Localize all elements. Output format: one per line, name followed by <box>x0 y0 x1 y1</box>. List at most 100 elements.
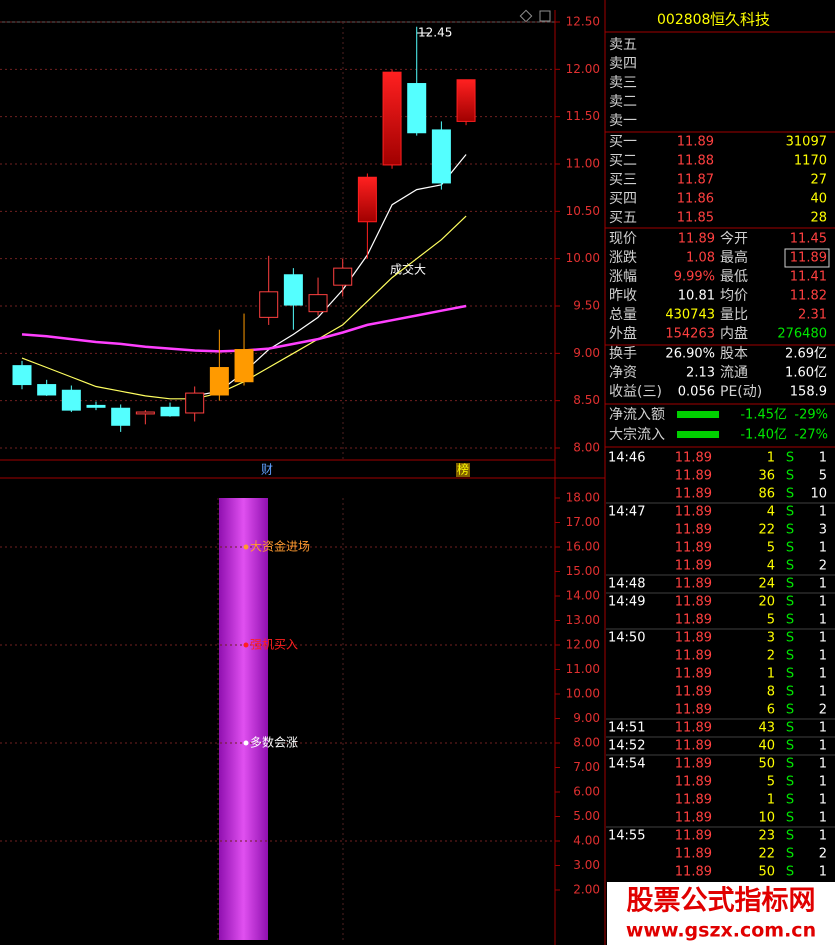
chart-icon[interactable] <box>519 9 533 23</box>
candle-body <box>37 384 57 396</box>
flow-label: 净流入额 <box>609 407 665 423</box>
trade-count: 2 <box>819 559 827 574</box>
trade-price: 11.89 <box>675 541 712 556</box>
trade-price: 11.89 <box>675 847 712 862</box>
trade-side: S <box>786 739 794 754</box>
trade-count: 3 <box>819 523 827 538</box>
y-tick-label: 6.00 <box>573 785 600 799</box>
trade-side: S <box>786 505 794 520</box>
trade-volume: 50 <box>758 757 775 772</box>
candle-body <box>407 83 427 134</box>
stat-value: 11.45 <box>790 232 827 247</box>
trade-side: S <box>786 613 794 628</box>
candle-body <box>12 365 32 386</box>
stat-label: 今开 <box>720 231 748 247</box>
stat-label: 涨跌 <box>609 250 637 266</box>
trade-time: 14:55 <box>608 829 645 844</box>
candle-body <box>259 291 279 318</box>
stat-label: 外盘 <box>609 325 637 342</box>
flow-bar <box>677 411 719 418</box>
fund-label: 流通 <box>720 365 748 381</box>
fund-value: 2.13 <box>686 366 715 381</box>
trade-count: 1 <box>819 649 827 664</box>
trade-price: 11.89 <box>675 523 712 538</box>
stat-value: 9.99% <box>674 270 715 285</box>
y-tick-label: 8.00 <box>573 736 600 750</box>
stock-name: 恒久科技 <box>710 11 770 29</box>
trade-side: S <box>786 451 794 466</box>
trade-count: 1 <box>819 811 827 826</box>
stat-value: 430743 <box>665 308 715 323</box>
trade-price: 11.89 <box>675 865 712 880</box>
candle-body <box>357 176 377 223</box>
fund-label: 股本 <box>720 346 748 362</box>
trade-count: 5 <box>819 469 827 484</box>
stat-label: 昨收 <box>609 288 637 304</box>
trade-side: S <box>786 811 794 826</box>
chart-icon[interactable] <box>539 10 551 22</box>
trade-price: 11.89 <box>675 451 712 466</box>
candle-body <box>86 404 106 408</box>
trade-price: 11.89 <box>675 739 712 754</box>
trade-count: 1 <box>819 613 827 628</box>
y-tick-label: 14.00 <box>566 589 600 603</box>
trade-price: 11.89 <box>675 487 712 502</box>
bid-price: 11.86 <box>677 192 714 207</box>
trade-side: S <box>786 595 794 610</box>
high-label: 12.45 <box>418 26 452 40</box>
trade-volume: 5 <box>767 775 775 790</box>
y-tick-label: 10.50 <box>566 204 600 218</box>
flow-label: 大宗流入 <box>609 427 665 443</box>
event-marker[interactable]: 榜 <box>457 462 469 477</box>
trade-count: 1 <box>819 595 827 610</box>
fund-value: 2.69亿 <box>785 347 827 362</box>
trade-price: 11.89 <box>675 559 712 574</box>
trade-time: 14:48 <box>608 577 645 592</box>
trade-price: 11.89 <box>675 667 712 682</box>
chart-note: 成交大 <box>390 262 426 277</box>
fund-label: 收益(三) <box>609 384 662 400</box>
trade-time: 14:49 <box>608 595 645 610</box>
trade-volume: 5 <box>767 541 775 556</box>
trade-count: 1 <box>819 631 827 646</box>
trade-volume: 6 <box>767 703 775 718</box>
y-tick-label: 3.00 <box>573 858 600 872</box>
candle-body <box>382 71 402 166</box>
y-tick-label: 8.00 <box>573 441 600 455</box>
trade-price: 11.89 <box>675 613 712 628</box>
trade-volume: 40 <box>758 739 775 754</box>
candle-body <box>234 349 254 383</box>
bid-volume: 27 <box>810 173 827 188</box>
trade-volume: 20 <box>758 595 775 610</box>
trade-side: S <box>786 757 794 772</box>
stat-value: 11.89 <box>678 232 715 247</box>
y-tick-label: 18.00 <box>566 491 600 505</box>
candle-body <box>209 367 229 396</box>
signal-label: 强机买入 <box>250 638 298 652</box>
y-tick-label: 12.00 <box>566 638 600 652</box>
bid-price: 11.88 <box>677 154 714 169</box>
trade-volume: 1 <box>767 667 775 682</box>
event-marker[interactable]: 财 <box>261 463 273 477</box>
bid-price: 11.89 <box>677 135 714 150</box>
bid-volume: 1170 <box>794 154 827 169</box>
stat-label: 总量 <box>609 307 637 323</box>
trade-count: 2 <box>819 847 827 862</box>
y-tick-label: 7.00 <box>573 760 600 774</box>
trade-volume: 24 <box>758 577 775 592</box>
trade-price: 11.89 <box>675 775 712 790</box>
bid-volume: 31097 <box>786 135 827 150</box>
trade-side: S <box>786 649 794 664</box>
stat-label: 均价 <box>720 288 748 304</box>
bid-label: 买四 <box>609 191 637 207</box>
trade-side: S <box>786 487 794 502</box>
bid-volume: 28 <box>810 211 827 226</box>
y-tick-label: 13.00 <box>566 613 600 627</box>
trade-count: 1 <box>819 829 827 844</box>
trade-count: 1 <box>819 775 827 790</box>
trade-side: S <box>786 541 794 556</box>
candle-body <box>308 294 328 313</box>
trade-price: 11.89 <box>675 793 712 808</box>
trade-side: S <box>786 559 794 574</box>
